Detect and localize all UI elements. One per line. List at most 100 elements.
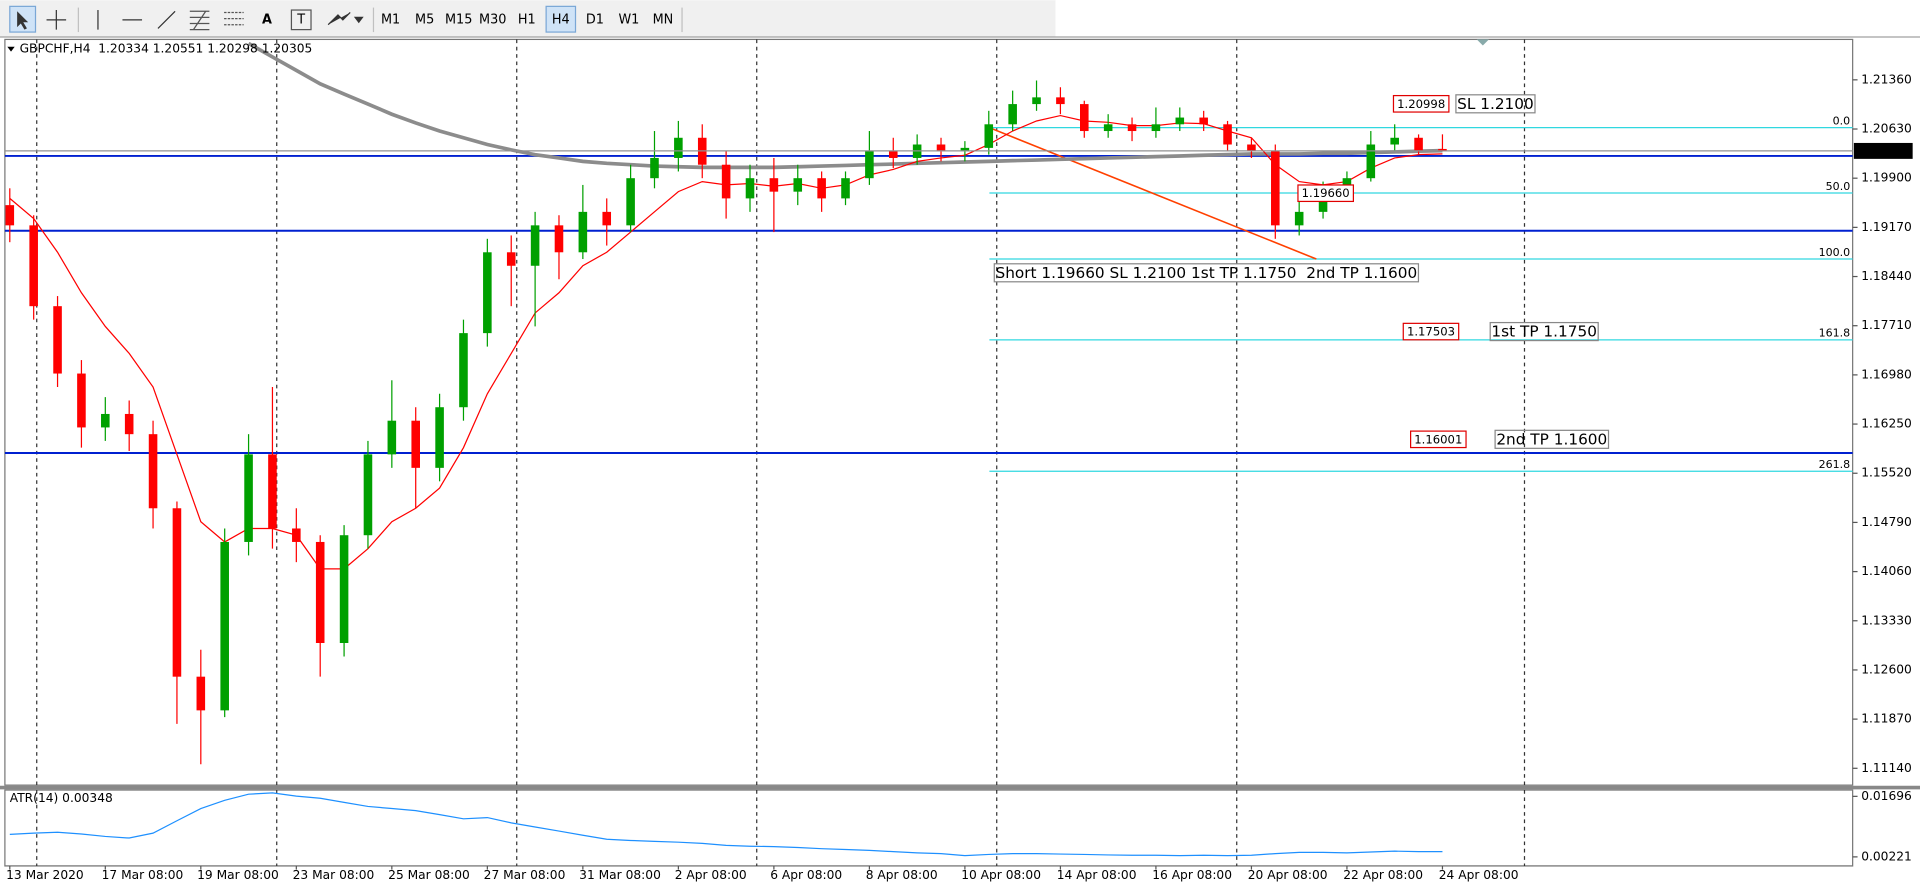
candle-body bbox=[363, 454, 373, 536]
indicator-line bbox=[9, 792, 1443, 857]
timeframe-button[interactable]: W1 bbox=[618, 12, 639, 27]
candle-body bbox=[626, 178, 635, 226]
candle-body bbox=[124, 413, 134, 435]
toolbar: A T M1 M5 M15 M30 H1 H4 D1 W1 MN bbox=[0, 0, 1920, 38]
annotation: Short 1.19660 SL 1.2100 1st TP 1.1750 2n… bbox=[996, 264, 1418, 282]
x-tick-label: 22 Apr 08:00 bbox=[1343, 868, 1423, 882]
candle-body bbox=[960, 147, 970, 152]
fibo-label: 100.0 bbox=[1819, 246, 1851, 259]
candle-body bbox=[459, 333, 468, 408]
candle-body bbox=[1008, 104, 1017, 125]
candle-body bbox=[5, 205, 15, 226]
y-tick-label: 1.16250 bbox=[1861, 417, 1912, 431]
toolbar-bg bbox=[0, 0, 1056, 37]
x-tick-label: 2 Apr 08:00 bbox=[675, 868, 747, 882]
candle-body bbox=[244, 454, 253, 542]
candle-body bbox=[936, 144, 946, 152]
indicator-title: ATR(14) 0.00348 bbox=[10, 791, 113, 805]
candle-body bbox=[483, 252, 492, 334]
timeframe-active bbox=[545, 5, 577, 33]
timeframe-button[interactable]: MN bbox=[653, 12, 674, 27]
x-tick-label: 25 Mar 08:00 bbox=[388, 868, 470, 882]
candle-body bbox=[315, 541, 325, 643]
candle-body bbox=[196, 676, 206, 711]
fibo-button[interactable] bbox=[224, 11, 244, 26]
y-tick-label: 1.16980 bbox=[1861, 367, 1912, 381]
cursor-icon bbox=[17, 11, 29, 30]
candle-body bbox=[172, 508, 182, 677]
crosshair-button[interactable] bbox=[46, 10, 67, 30]
x-tick-label: 23 Mar 08:00 bbox=[293, 868, 375, 882]
x-tick-label: 19 Mar 08:00 bbox=[197, 868, 279, 882]
price-tag: 1.17503 bbox=[1407, 325, 1455, 339]
price-tag-box bbox=[1402, 322, 1460, 341]
x-tick-label: 31 Mar 08:00 bbox=[579, 868, 661, 882]
channel-button[interactable] bbox=[189, 10, 210, 31]
candle-body bbox=[101, 413, 110, 428]
price-tag: 1.20998 bbox=[1397, 97, 1445, 111]
candle-body bbox=[1414, 137, 1423, 152]
x-tick-label: 14 Apr 08:00 bbox=[1057, 868, 1137, 882]
candle-body bbox=[77, 373, 86, 428]
annotation-box bbox=[993, 263, 1420, 283]
candle-body bbox=[411, 420, 420, 468]
last-price-label: 1.20305 bbox=[1859, 143, 1910, 157]
candle-body bbox=[769, 178, 779, 192]
candle-body bbox=[53, 306, 62, 374]
candle-body bbox=[841, 178, 850, 199]
x-tick-label: 20 Apr 08:00 bbox=[1248, 868, 1328, 882]
text-button[interactable]: A bbox=[262, 12, 272, 27]
candle-body bbox=[1080, 104, 1089, 132]
timeframe-button[interactable]: M1 bbox=[381, 12, 400, 27]
shift-marker bbox=[1476, 39, 1489, 46]
arrows-button[interactable] bbox=[327, 12, 364, 26]
candle-body bbox=[1271, 151, 1280, 226]
price-tag: 1.16001 bbox=[1414, 432, 1462, 446]
candle-body bbox=[148, 434, 158, 509]
candle-body bbox=[29, 225, 38, 307]
candle-body bbox=[506, 252, 516, 266]
chart-title: GBPCHF,H4 1.20334 1.20551 1.20298 1.2030… bbox=[20, 42, 313, 56]
x-tick-label: 16 Apr 08:00 bbox=[1152, 868, 1232, 882]
y-tick-label: 1.14790 bbox=[1861, 515, 1912, 529]
annotation: SL 1.2100 bbox=[1457, 95, 1534, 113]
timeframe-button[interactable]: D1 bbox=[586, 12, 604, 27]
y-tick-label: 0.01696 bbox=[1861, 789, 1912, 803]
timeframe-button[interactable]: H1 bbox=[518, 12, 536, 27]
timeframe-button[interactable]: H4 bbox=[552, 12, 570, 27]
trendline-button[interactable] bbox=[157, 10, 176, 29]
candle-body bbox=[1175, 117, 1185, 125]
y-tick-label: 1.13330 bbox=[1861, 613, 1912, 627]
price-tag-box bbox=[1392, 94, 1450, 113]
y-tick-label: 1.21360 bbox=[1861, 72, 1912, 86]
timeframe-button[interactable]: M15 bbox=[445, 12, 472, 27]
timeframe-button[interactable]: M5 bbox=[415, 12, 434, 27]
last-price-bg bbox=[1853, 142, 1913, 159]
y-tick-label: 1.19170 bbox=[1861, 220, 1912, 234]
price-tag-box bbox=[1410, 430, 1467, 449]
timeframe-button[interactable]: M30 bbox=[479, 12, 506, 27]
x-tick-label: 27 Mar 08:00 bbox=[484, 868, 566, 882]
y-tick-label: 0.00221 bbox=[1861, 849, 1912, 863]
candle-body bbox=[745, 178, 755, 199]
annotation-box bbox=[1455, 94, 1536, 114]
candle-body bbox=[602, 211, 612, 226]
y-tick-label: 1.20630 bbox=[1861, 122, 1912, 136]
y-tick-label: 1.11140 bbox=[1861, 761, 1912, 775]
candle-body bbox=[1032, 97, 1041, 105]
candle-body bbox=[1366, 144, 1376, 179]
candle-body bbox=[674, 137, 683, 158]
candle-body bbox=[1199, 117, 1208, 125]
fibo-label: 50.0 bbox=[1826, 180, 1851, 193]
x-tick-label: 24 Apr 08:00 bbox=[1439, 868, 1519, 882]
x-tick-label: 17 Mar 08:00 bbox=[102, 868, 184, 882]
fibo-label: 161.8 bbox=[1819, 327, 1851, 340]
x-tick-label: 13 Mar 2020 bbox=[6, 868, 84, 882]
label-button[interactable] bbox=[290, 9, 312, 31]
y-tick-label: 1.12600 bbox=[1861, 662, 1912, 676]
candle-body bbox=[1151, 124, 1161, 132]
candle-body bbox=[578, 211, 588, 253]
candle-body bbox=[554, 225, 564, 253]
